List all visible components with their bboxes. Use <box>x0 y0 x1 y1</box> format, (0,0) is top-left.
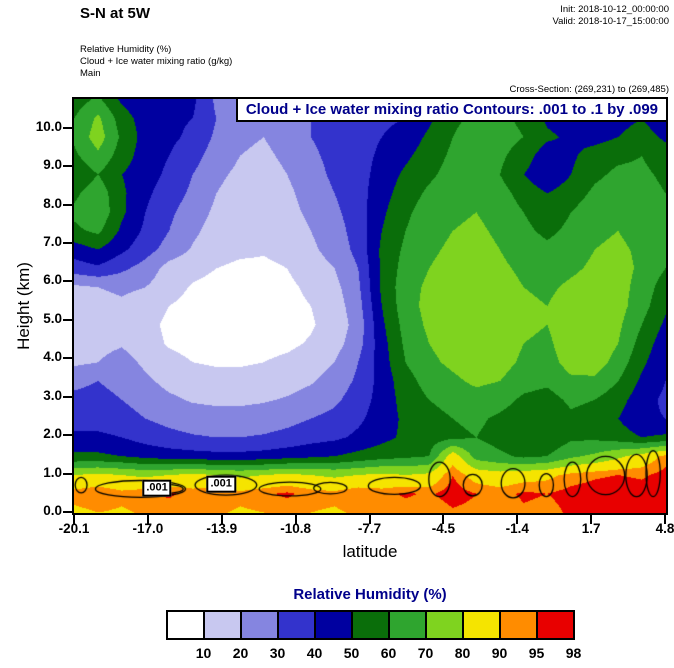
colorbar-cell <box>278 612 316 638</box>
x-tick-label: -4.5 <box>431 521 455 536</box>
legend-number: 40 <box>306 645 323 661</box>
x-tick-mark <box>146 515 149 524</box>
y-tick-label: 8.0 <box>43 195 62 211</box>
y-tick-mark <box>63 318 72 321</box>
y-tick-label: 2.0 <box>43 426 62 442</box>
x-tick-mark <box>220 515 223 524</box>
y-tick-label: 9.0 <box>43 157 62 173</box>
rh-field-canvas <box>74 99 666 513</box>
colorbar-cell <box>241 612 279 638</box>
legend-title: Relative Humidity (%) <box>293 586 447 603</box>
x-tick-mark <box>294 515 297 524</box>
cloud-contour-label: .001 <box>206 475 236 493</box>
colorbar-cell <box>426 612 464 638</box>
page-title: S-N at 5W <box>80 5 151 22</box>
cross-section-info: Cross-Section: (269,231) to (269,485) <box>509 84 669 95</box>
legend-number: 90 <box>491 645 508 661</box>
legend-number: 95 <box>528 645 545 661</box>
x-tick-label: 4.8 <box>655 521 674 536</box>
y-tick-label: 5.0 <box>43 310 62 326</box>
y-tick-mark <box>63 126 72 129</box>
colorbar-cell <box>204 612 242 638</box>
x-tick-mark <box>368 515 371 524</box>
x-axis-label: latitude <box>342 542 398 561</box>
field-info-block: Relative Humidity (%) Cloud + Ice water … <box>80 44 232 80</box>
legend-number: 98 <box>565 645 582 661</box>
y-tick-mark <box>63 472 72 475</box>
colorbar-cell <box>537 612 573 638</box>
colorbar-legend: Relative Humidity (%) 10 20 30 40 50 60 70 80 90… <box>72 586 668 663</box>
legend-numbers: 10 20 30 40 50 60 70 80 90 95 98 <box>165 645 582 663</box>
colorbar-cell <box>352 612 390 638</box>
x-tick-label: -17.0 <box>132 521 164 536</box>
y-tick-mark <box>63 511 72 513</box>
x-tick-label: -10.8 <box>280 521 312 536</box>
y-tick-mark <box>63 203 72 206</box>
colorbar-cell <box>389 612 427 638</box>
y-tick-mark <box>63 242 72 245</box>
y-tick-mark <box>63 165 72 168</box>
init-valid-block: Init: 2018-10-12_00:00:00 Valid: 2018-10… <box>552 4 669 28</box>
x-tick-label: -7.7 <box>357 521 382 536</box>
legend-number: 50 <box>343 645 360 661</box>
y-tick-label: 0.0 <box>43 503 62 518</box>
y-tick-label: 3.0 <box>43 387 62 403</box>
field-line-rh: Relative Humidity (%) <box>80 44 172 55</box>
x-tick-label: -1.4 <box>505 521 529 536</box>
init-time: Init: 2018-10-12_00:00:00 <box>560 4 669 15</box>
legend-number: 30 <box>269 645 286 661</box>
y-tick-label: 10.0 <box>35 118 62 134</box>
plot-area: Cloud + Ice water mixing ratio Contours:… <box>36 97 674 536</box>
x-tick-mark <box>442 515 445 524</box>
x-tick-label: -20.1 <box>58 521 90 536</box>
y-tick-mark <box>63 357 72 360</box>
x-tick-label: -13.9 <box>206 521 238 536</box>
colorbar-cell <box>500 612 538 638</box>
colorbar-cell <box>315 612 353 638</box>
colorbar-cell <box>463 612 501 638</box>
y-tick-mark <box>63 395 72 398</box>
y-tick-label: 1.0 <box>43 464 62 480</box>
legend-number: 10 <box>195 645 212 661</box>
field-line-domain: Main <box>80 67 101 79</box>
x-tick-mark <box>73 515 75 524</box>
legend-number: 80 <box>454 645 471 661</box>
x-tick-label: 1.7 <box>581 521 601 536</box>
legend-number: 20 <box>232 645 249 661</box>
y-tick-mark <box>63 434 72 437</box>
x-tick-mark <box>516 515 519 524</box>
x-tick-mark <box>664 515 666 524</box>
y-tick-label: 7.0 <box>43 234 62 250</box>
contour-info-box: Cloud + Ice water mixing ratio Contours:… <box>235 97 668 122</box>
y-tick-label: 4.0 <box>43 349 62 365</box>
colorbar-cell <box>167 612 205 638</box>
valid-time: Valid: 2018-10-17_15:00:00 <box>552 15 669 27</box>
cloud-contour-label: .001 <box>142 479 172 497</box>
legend-number: 70 <box>417 645 434 661</box>
colorbar <box>165 610 575 640</box>
y-tick-mark <box>63 280 72 283</box>
field-line-cloud: Cloud + Ice water mixing ratio (g/kg) <box>80 55 233 67</box>
legend-number: 60 <box>380 645 397 661</box>
x-tick-mark <box>590 515 593 524</box>
y-tick-label: 6.0 <box>43 272 62 288</box>
y-axis-label: Height (km) <box>14 262 33 350</box>
